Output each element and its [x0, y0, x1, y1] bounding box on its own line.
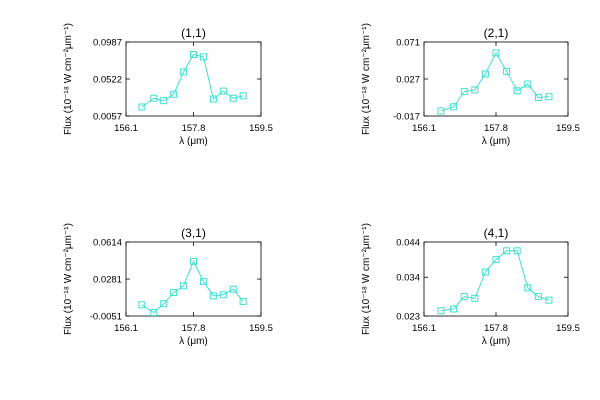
x-tick-label: 156.1: [412, 323, 436, 334]
x-tick-label: 159.5: [249, 323, 273, 334]
x-tick-label: 159.5: [249, 123, 273, 134]
data-point: [513, 247, 521, 255]
panel-title: (2,1): [484, 26, 509, 40]
x-tick-label: 157.8: [484, 323, 508, 334]
x-axis-label: λ (μm): [179, 136, 208, 147]
data-point: [492, 256, 500, 264]
data-point: [190, 50, 197, 58]
data-point: [219, 87, 227, 95]
data-point: [180, 282, 188, 290]
data-point: [437, 107, 445, 115]
data-point: [229, 285, 237, 293]
panel-2: 156.1 157.8 159.5 -0.017 0.027 0.071 (2,1) λ (μ…: [361, 23, 580, 147]
plot-frame: [423, 241, 569, 317]
data-point: [481, 70, 489, 78]
y-tick-label: 0.0281: [93, 275, 122, 286]
data-point: [160, 300, 168, 308]
panel-title: (3,1): [181, 226, 206, 240]
data-point: [524, 80, 532, 88]
series-line: [440, 250, 550, 312]
data-point: [460, 293, 468, 301]
y-tick-label: 0.0614: [93, 238, 122, 249]
x-tick-label: 156.1: [114, 323, 138, 334]
y-tick-label: -0.017: [393, 112, 420, 123]
y-axis-label: Flux (10⁻¹⁸ W cm⁻²μm⁻¹): [63, 23, 74, 135]
y-axis-label: Flux (10⁻¹⁸ W cm⁻²μm⁻¹): [361, 223, 372, 335]
data-point: [450, 103, 458, 111]
y-tick-label: 0.023: [396, 312, 420, 323]
series-line: [440, 51, 549, 112]
x-tick-label: 157.8: [484, 123, 508, 134]
x-tick-label: 156.1: [114, 123, 138, 134]
data-point: [437, 307, 445, 315]
data-point: [170, 90, 178, 98]
data-point: [229, 94, 237, 102]
y-tick-label: 0.027: [396, 75, 420, 86]
data-point: [190, 257, 197, 265]
data-point: [160, 97, 168, 105]
y-tick-label: 0.0057: [93, 112, 122, 123]
data-point: [460, 88, 468, 96]
data-point: [209, 95, 217, 103]
plot-frame: [125, 41, 262, 117]
data-point: [180, 68, 188, 76]
data-point: [481, 268, 489, 276]
y-tick-label: 0.034: [396, 273, 420, 284]
data-point: [219, 291, 227, 299]
data-point: [503, 247, 511, 255]
x-tick-label: 159.5: [556, 323, 580, 334]
x-tick-label: 157.8: [182, 123, 206, 134]
panel-4: 156.1 157.8 159.5 0.023 0.034 0.044 (4,1) λ (μm…: [361, 223, 580, 347]
y-tick-label: 0.0987: [93, 38, 122, 49]
data-point: [471, 294, 479, 302]
data-point: [534, 94, 542, 101]
data-point: [503, 67, 511, 75]
data-point: [138, 103, 146, 111]
panel-3: 156.1 157.8 159.5 -0.0051 0.0281 0.0614 (3,1) λ…: [63, 223, 273, 347]
y-tick-label: 0.071: [396, 38, 420, 49]
series-line: [141, 260, 244, 314]
data-point: [199, 53, 207, 61]
panel-1: 156.1 157.8 159.5 0.0057 0.0522 0.0987 (1,1) λ …: [63, 23, 273, 147]
data-point: [150, 309, 158, 317]
data-point: [471, 86, 479, 94]
x-tick-label: 159.5: [556, 123, 580, 134]
data-point: [239, 297, 247, 305]
x-axis-label: λ (μm): [179, 336, 208, 347]
data-point: [545, 93, 553, 101]
y-axis-label: Flux (10⁻¹⁸ W cm⁻²μm⁻¹): [63, 223, 74, 335]
data-point: [138, 301, 146, 309]
x-tick-label: 157.8: [182, 323, 206, 334]
data-point: [524, 284, 532, 292]
data-point: [513, 87, 521, 95]
data-point: [150, 94, 158, 102]
data-point: [492, 49, 500, 57]
data-point: [239, 92, 247, 100]
y-tick-label: 0.0522: [93, 75, 122, 86]
data-point: [199, 277, 207, 285]
y-tick-label: 0.044: [396, 238, 420, 249]
panel-title: (1,1): [181, 26, 206, 40]
x-tick-label: 156.1: [412, 123, 436, 134]
panel-title: (4,1): [484, 226, 509, 240]
x-axis-label: λ (μm): [482, 336, 511, 347]
y-axis-label: Flux (10⁻¹⁸ W cm⁻²μm⁻¹): [361, 23, 372, 135]
data-point: [545, 296, 553, 304]
data-point: [534, 293, 542, 301]
data-point: [170, 289, 178, 297]
y-tick-label: -0.0051: [90, 312, 122, 323]
data-point: [450, 305, 458, 313]
data-point: [209, 292, 217, 300]
x-axis-label: λ (μm): [482, 136, 511, 147]
